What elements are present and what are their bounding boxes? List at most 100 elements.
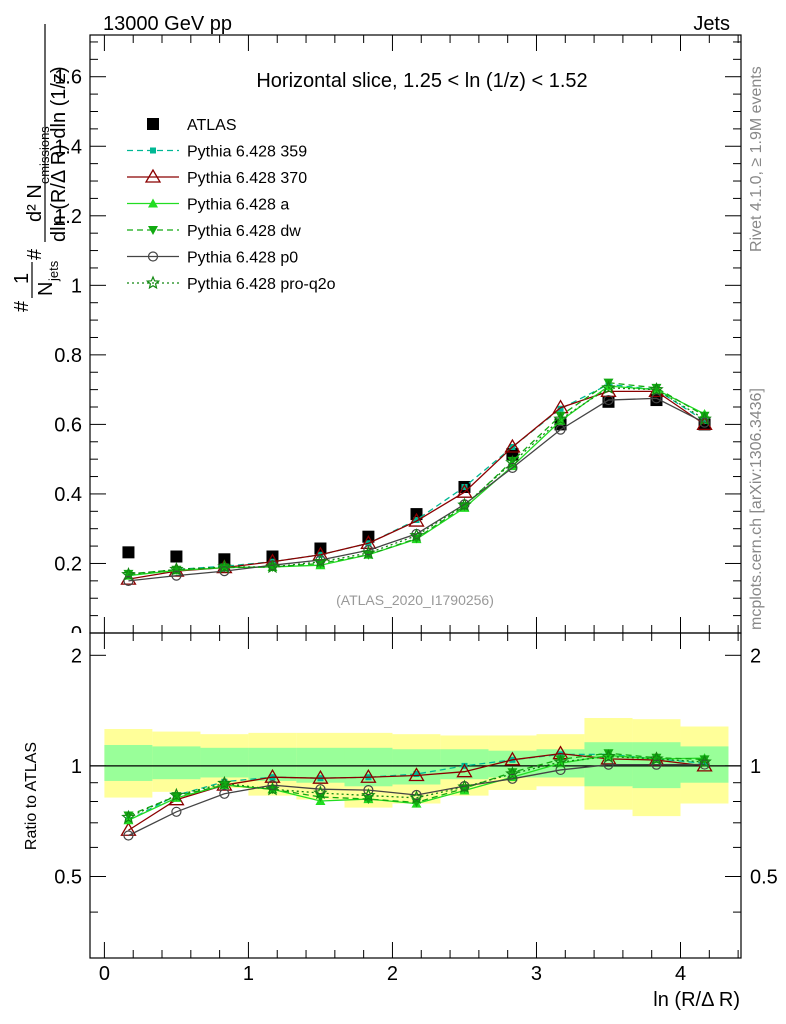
series-p0: [123, 393, 710, 586]
line-proq2o: [128, 387, 705, 576]
ratio-point-proq2o-8: [505, 766, 520, 781]
x-tick-label-0: 0: [99, 963, 110, 985]
ratio-y-tick-label-left-1: 1: [71, 756, 82, 778]
main-y-tick-label-6: 1.4: [54, 136, 82, 158]
ratio-point-dw-10: [603, 749, 614, 759]
legend-marker-proq2o: [145, 275, 161, 290]
point-p0-9: [555, 424, 566, 435]
mcplots-label: mcplots.cern.ch [arXiv:1306.3436]: [748, 388, 765, 630]
main-y-zero-label: 0: [71, 623, 82, 645]
point-p0-10: [603, 394, 614, 406]
ratio-point-p370-5: [360, 768, 377, 783]
main-y-tick-label-5: 1.2: [54, 206, 82, 228]
point-dw-12: [699, 411, 710, 421]
ratio-point-proq2o-5: [361, 788, 376, 802]
legend-marker-dw: [148, 226, 158, 235]
ratio-point-p0-2: [219, 788, 230, 799]
legend-item-a: Pythia 6.428 a: [127, 197, 289, 214]
x-tick-label-3: 3: [531, 963, 542, 985]
legend-item-p359: Pythia 6.428 359: [127, 144, 307, 161]
point-dw-9: [555, 411, 566, 421]
ylabel-d2n: d² N: [24, 184, 46, 222]
ratio-point-dw-0: [123, 811, 134, 821]
legend-item-p0: Pythia 6.428 p0: [127, 250, 298, 267]
ratio-point-proq2o-10: [601, 749, 616, 763]
series-a: [123, 381, 710, 580]
ylabel-hash-1: #: [11, 300, 33, 312]
legend-marker-a: [148, 198, 158, 208]
svg-text:0: 0: [71, 623, 82, 645]
point-p0-1: [171, 570, 182, 581]
line-p0: [128, 397, 705, 582]
ylabel-hash-2: #: [24, 248, 46, 260]
ratio-point-dw-9: [555, 755, 566, 765]
main-axis-ticks: 0.2 0.4 0.6 0.8 1 1.2 1.4 1.6 0: [54, 35, 741, 645]
x-axis-label: ln (R/Δ R): [653, 989, 740, 1011]
ratio-point-proq2o-1: [169, 787, 184, 802]
legend-item-p370: Pythia 6.428 370: [127, 168, 307, 187]
point-p359-6: [413, 517, 420, 524]
main-panel: 0.2 0.4 0.6 0.8 1 1.2 1.4 1.6 0 Horizontal slice…: [54, 34, 742, 645]
header-left: 13000 GeV pp: [103, 13, 232, 35]
x-tick-label-1: 1: [243, 963, 254, 985]
legend-label-atlas: ATLAS: [187, 117, 237, 134]
main-y-tick-label-2: 0.6: [54, 414, 82, 436]
chart-title: Horizontal slice, 1.25 < ln (1/z) < 1.52: [256, 70, 587, 92]
point-dw-11: [651, 383, 662, 393]
point-proq2o-0: [121, 567, 136, 581]
ratio-point-p0-10: [603, 759, 614, 770]
ylabel-njets: N: [35, 282, 57, 296]
x-tick-labels: 0 1 2 3 4: [99, 963, 686, 985]
point-atlas-11: [650, 394, 663, 407]
ratio-axis-ticks: 0.5 0.5 1 1 2 2: [54, 633, 778, 958]
legend-label-p0: Pythia 6.428 p0: [187, 250, 298, 267]
legend: ATLAS Pythia 6.428 359 Pythia 6.428 370 Pyt…: [127, 117, 336, 293]
ratio-line-proq2o: [128, 755, 705, 818]
point-dw-8: [507, 456, 518, 466]
point-atlas-2: [218, 553, 231, 566]
rivet-label: Rivet 4.1.0, ≥ 1.9M events: [748, 66, 765, 252]
ratio-point-p0-0: [123, 830, 134, 841]
band-green-5: [344, 747, 393, 787]
series-p359: [125, 381, 708, 579]
point-proq2o-11: [649, 382, 664, 396]
point-p359-7: [461, 483, 468, 490]
main-y-tick-label-7: 1.6: [54, 67, 82, 89]
ratio-series-p0: [123, 759, 710, 841]
ratio-point-p0-1: [171, 806, 182, 817]
point-atlas-0: [122, 546, 135, 559]
point-proq2o-3: [265, 559, 280, 574]
ratio-line-p0: [128, 763, 705, 837]
main-y-tick-label-3: 0.8: [54, 345, 82, 367]
legend-marker-p370: [144, 168, 162, 183]
main-y-label: # 1 N jets # d² N emissions dln (R/Δ R) …: [11, 24, 70, 312]
ratio-point-p0-11: [651, 759, 662, 770]
band-green-2: [200, 747, 249, 778]
legend-marker-p359: [150, 147, 156, 154]
ratio-point-p370-8: [504, 751, 521, 766]
legend-item-atlas: ATLAS: [147, 117, 237, 134]
series-dw: [123, 378, 710, 579]
ratio-frame: [89, 632, 742, 959]
ratio-point-p370-7: [456, 763, 473, 778]
point-proq2o-4: [313, 554, 328, 568]
point-proq2o-10: [601, 380, 616, 394]
legend-marker-p0: [147, 251, 159, 262]
ratio-point-proq2o-9: [553, 754, 568, 769]
point-p359-9: [557, 405, 564, 412]
legend-label-proq2o: Pythia 6.428 pro-q2o: [187, 276, 336, 293]
point-dw-2: [219, 563, 230, 573]
ratio-point-p0-12: [699, 759, 710, 770]
point-proq2o-7: [457, 497, 472, 512]
point-proq2o-9: [553, 411, 568, 426]
point-proq2o-12: [697, 411, 712, 426]
line-p370: [128, 390, 705, 580]
main-series-group: [120, 378, 713, 586]
point-p0-12: [699, 417, 710, 428]
ratio-y-tick-label-left-0: 0.5: [54, 866, 82, 888]
point-dw-7: [459, 502, 470, 512]
ratio-series-group: [120, 745, 713, 841]
header-right: Jets: [693, 13, 730, 35]
ratio-point-proq2o-7: [457, 779, 472, 794]
line-a: [128, 385, 705, 577]
